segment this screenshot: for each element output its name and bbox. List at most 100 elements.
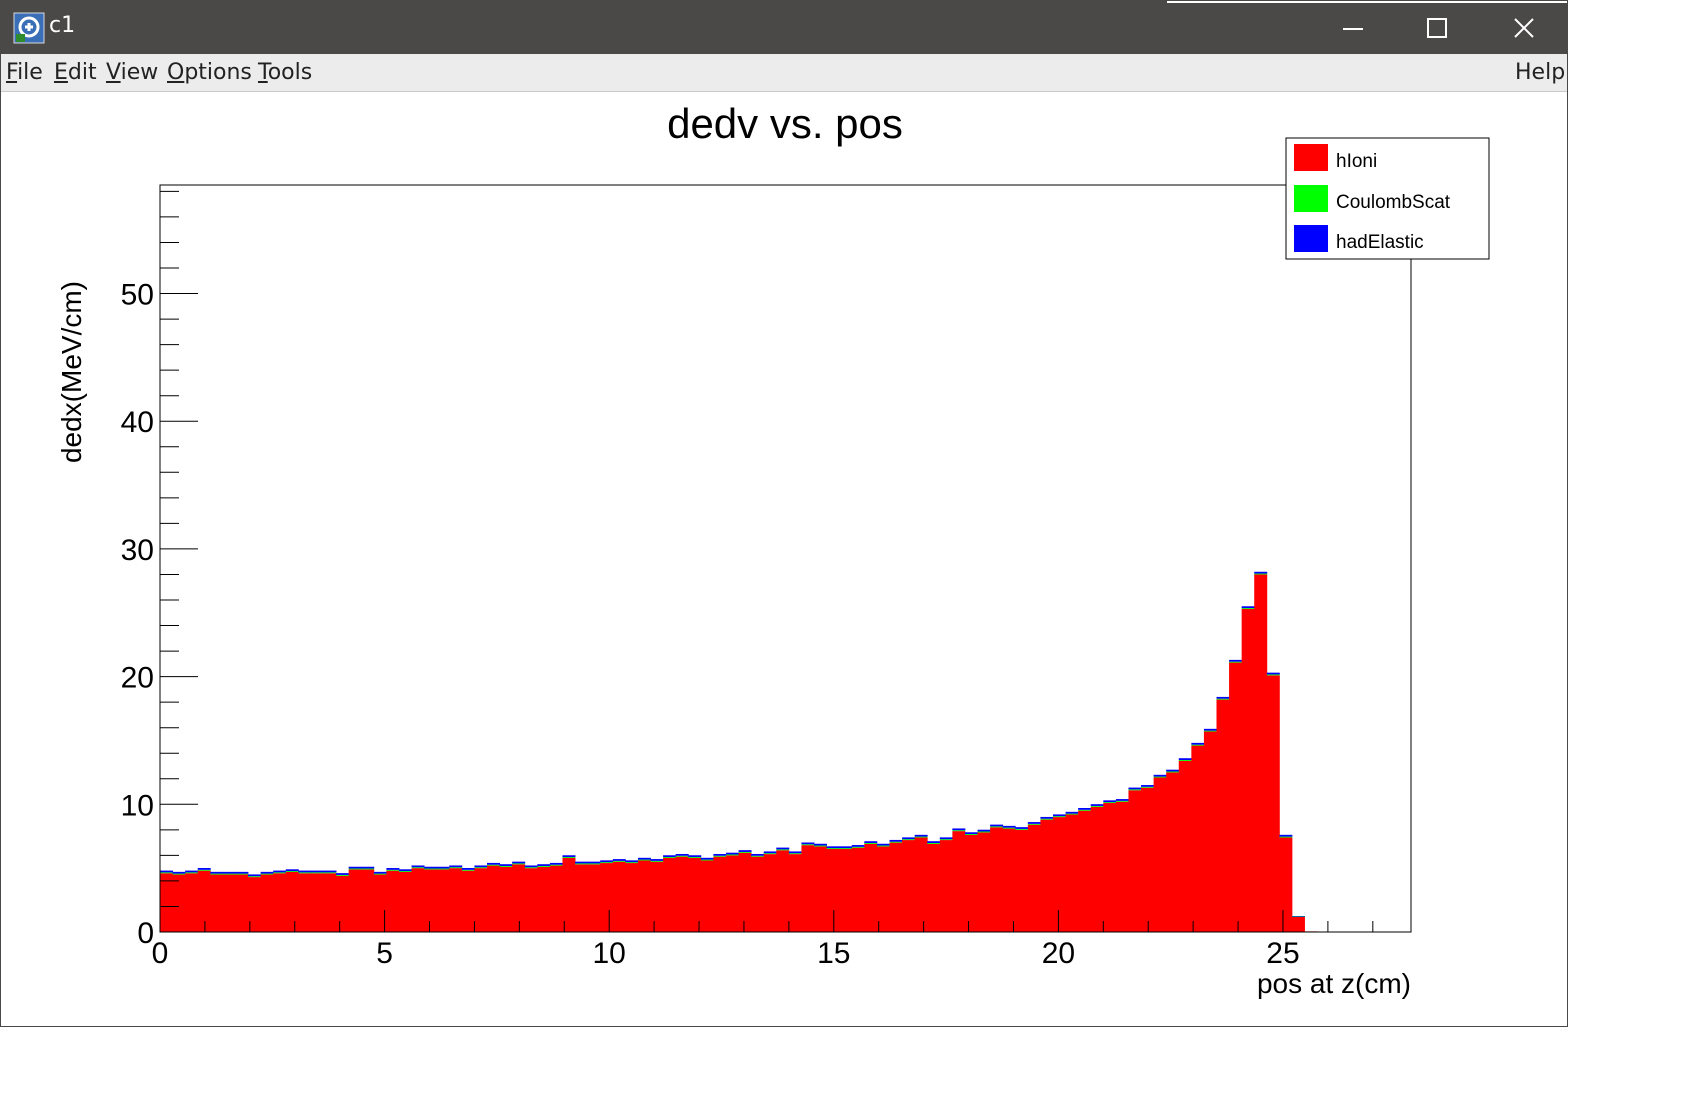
plot-canvas[interactable]: dedv vs. pos 0 10 20 30 40 50 0 5 10 15 20 25 dedx… <box>3 92 1567 1026</box>
bar-coulombscat-70 <box>1040 818 1054 820</box>
bar-hioni-69 <box>1027 824 1041 932</box>
bar-hadelastic-21 <box>424 866 438 869</box>
bar-hadelastic-77 <box>1128 787 1142 790</box>
bar-coulombscat-22 <box>436 868 450 870</box>
bar-hadelastic-50 <box>788 851 802 854</box>
bar-coulombscat-14 <box>336 874 350 876</box>
bar-hioni-40 <box>663 857 677 932</box>
bar-hioni-52 <box>814 846 827 932</box>
bar-hioni-66 <box>990 827 1004 932</box>
bar-hadelastic-1 <box>172 871 186 874</box>
bar-hioni-0 <box>160 873 173 932</box>
bar-hadelastic-22 <box>436 866 450 869</box>
menu-help[interactable]: Help <box>1515 60 1566 85</box>
bar-hadelastic-57 <box>876 843 890 846</box>
bar-hadelastic-31 <box>549 862 563 865</box>
menu-file-rest: ile <box>17 60 43 85</box>
x-tick-label-20: 20 <box>1042 937 1075 970</box>
bar-hioni-77 <box>1128 790 1142 932</box>
bar-hioni-53 <box>826 849 840 932</box>
bar-coulombscat-17 <box>373 873 387 875</box>
bar-coulombscat-11 <box>298 872 312 874</box>
menu-tools-rest: ools <box>267 60 313 85</box>
bar-hadelastic-44 <box>713 853 727 856</box>
bar-hioni-28 <box>512 864 526 932</box>
menu-tools-accel: T <box>258 60 268 85</box>
bar-hadelastic-79 <box>1153 774 1167 777</box>
menu-edit[interactable]: Edit <box>54 60 97 85</box>
bar-coulombscat-77 <box>1128 789 1142 791</box>
maximize-button[interactable] <box>1397 1 1477 54</box>
bar-hioni-88 <box>1266 675 1280 932</box>
bar-hioni-70 <box>1040 819 1054 932</box>
menu-view[interactable]: View <box>106 60 158 85</box>
bar-coulombscat-36 <box>612 860 626 862</box>
bar-hadelastic-18 <box>386 868 400 870</box>
bar-hioni-9 <box>273 873 287 932</box>
bar-hioni-45 <box>725 855 739 932</box>
bar-coulombscat-35 <box>600 862 614 864</box>
menu-file-accel: F <box>6 60 18 85</box>
bar-coulombscat-55 <box>851 846 865 848</box>
bar-hioni-64 <box>964 834 978 932</box>
bar-coulombscat-76 <box>1115 800 1129 802</box>
bar-hioni-43 <box>700 860 714 932</box>
bar-hioni-80 <box>1166 772 1180 932</box>
bar-hadelastic-40 <box>663 855 677 858</box>
bar-hioni-54 <box>839 849 853 932</box>
bar-coulombscat-65 <box>977 831 991 833</box>
bar-hadelastic-19 <box>398 869 412 872</box>
bar-hioni-84 <box>1216 699 1230 932</box>
legend-swatch-hadelastic <box>1294 225 1328 252</box>
menu-file[interactable]: File <box>6 60 43 85</box>
bar-coulombscat-86 <box>1241 608 1255 609</box>
close-button[interactable] <box>1484 1 1564 54</box>
bar-coulombscat-48 <box>763 853 777 855</box>
bar-coulombscat-64 <box>964 834 978 835</box>
bar-hioni-90 <box>1291 916 1305 932</box>
bar-hioni-3 <box>197 870 211 932</box>
menu-options[interactable]: Options <box>167 60 252 85</box>
bar-hioni-10 <box>285 871 299 932</box>
bar-coulombscat-3 <box>197 869 211 871</box>
plot-frame <box>159 184 1412 933</box>
bar-hioni-8 <box>260 874 274 932</box>
bar-hadelastic-89 <box>1279 834 1293 837</box>
title-bar[interactable]: c1 <box>1 1 1567 54</box>
menu-edit-accel: E <box>54 60 68 85</box>
bar-coulombscat-30 <box>537 865 551 867</box>
bar-hioni-49 <box>776 850 790 932</box>
bar-hioni-75 <box>1103 803 1117 932</box>
bar-coulombscat-12 <box>310 872 324 874</box>
bar-coulombscat-74 <box>1090 805 1104 807</box>
menu-edit-rest: dit <box>67 60 97 85</box>
bar-coulombscat-39 <box>650 860 664 862</box>
bar-coulombscat-67 <box>1002 827 1016 829</box>
bar-coulombscat-10 <box>285 871 299 872</box>
menu-tools[interactable]: Tools <box>258 60 312 85</box>
bar-hioni-29 <box>524 868 538 932</box>
bar-hioni-50 <box>788 854 802 932</box>
bar-hioni-41 <box>675 856 689 932</box>
titlebar-accent <box>1167 1 1567 3</box>
bar-coulombscat-37 <box>625 862 639 864</box>
bar-hioni-57 <box>876 846 890 932</box>
bar-hadelastic-52 <box>814 843 827 846</box>
bar-coulombscat-84 <box>1216 698 1230 700</box>
bar-coulombscat-41 <box>675 855 689 857</box>
bar-hioni-83 <box>1203 731 1217 932</box>
bar-coulombscat-20 <box>411 867 425 869</box>
bar-hioni-7 <box>248 877 262 932</box>
bar-hadelastic-75 <box>1103 800 1117 803</box>
bar-hadelastic-63 <box>952 828 966 831</box>
bar-hioni-14 <box>336 875 350 932</box>
minimize-button[interactable] <box>1313 1 1393 54</box>
bar-hioni-89 <box>1279 837 1293 932</box>
bar-coulombscat-46 <box>738 851 752 853</box>
bar-hioni-24 <box>461 870 475 932</box>
x-axis-ticks: 0 5 10 15 20 25 <box>152 910 1374 970</box>
bar-coulombscat-23 <box>449 867 463 869</box>
bar-hioni-37 <box>625 863 639 932</box>
bar-hioni-74 <box>1090 806 1104 932</box>
bar-hadelastic-33 <box>575 861 589 864</box>
